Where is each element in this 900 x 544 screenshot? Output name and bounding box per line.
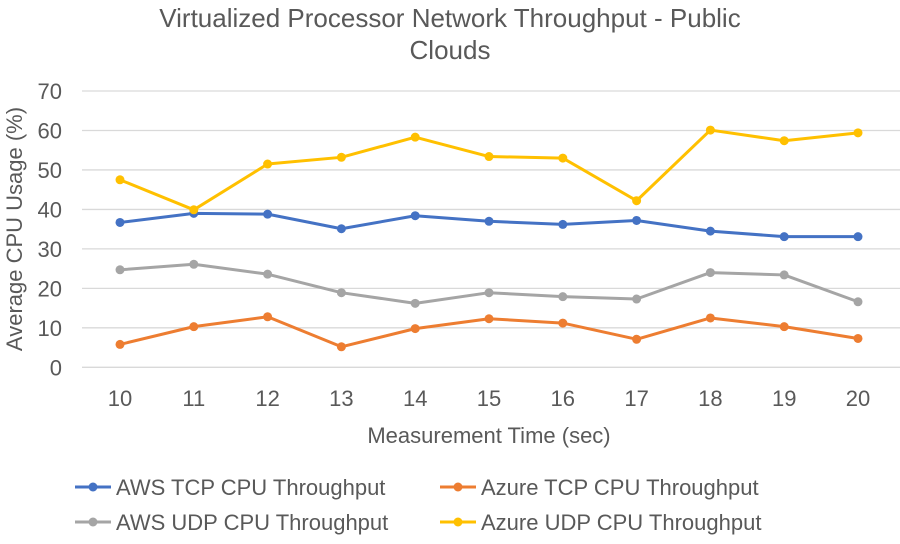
legend-marker — [453, 517, 463, 527]
legend-label: AWS UDP CPU Throughput — [116, 510, 388, 535]
data-point — [779, 232, 789, 242]
data-point — [558, 153, 568, 163]
x-tick-label: 13 — [329, 386, 353, 411]
data-point — [853, 128, 863, 138]
y-axis-label: Average CPU Usage (%) — [2, 107, 27, 351]
x-tick-label: 11 — [182, 386, 205, 411]
y-tick-label: 30 — [38, 237, 62, 262]
y-tick-label: 0 — [50, 355, 62, 380]
data-point — [336, 288, 346, 298]
data-point — [115, 339, 125, 349]
data-point — [410, 324, 420, 334]
chart-title-line-2: Clouds — [410, 35, 491, 65]
data-point — [336, 342, 346, 352]
data-point — [336, 152, 346, 162]
data-point — [263, 269, 273, 279]
data-point — [705, 268, 715, 278]
data-point — [484, 216, 494, 226]
data-point — [705, 313, 715, 323]
legend-label: AWS TCP CPU Throughput — [116, 475, 385, 500]
legend-item: Azure UDP CPU Throughput — [440, 510, 761, 535]
data-point — [410, 298, 420, 308]
data-point — [632, 215, 642, 225]
x-tick-label: 18 — [698, 386, 722, 411]
data-point — [263, 312, 273, 322]
x-tick-label: 16 — [551, 386, 575, 411]
data-point — [632, 334, 642, 344]
data-point — [115, 175, 125, 185]
data-point — [853, 232, 863, 242]
data-point — [115, 265, 125, 275]
y-tick-label: 50 — [38, 158, 62, 183]
data-point — [705, 125, 715, 135]
data-point — [853, 297, 863, 307]
series-0 — [115, 208, 863, 242]
data-point — [189, 322, 199, 332]
legend-item: AWS TCP CPU Throughput — [75, 475, 385, 500]
data-point — [632, 294, 642, 304]
data-point — [779, 136, 789, 146]
data-point — [484, 152, 494, 162]
x-tick-label: 10 — [108, 386, 132, 411]
data-point — [632, 196, 642, 206]
data-point — [484, 288, 494, 298]
data-point — [189, 259, 199, 269]
data-point — [779, 322, 789, 332]
data-point — [853, 333, 863, 343]
series-1 — [115, 312, 863, 352]
data-point — [336, 224, 346, 234]
y-tick-label: 70 — [38, 79, 62, 104]
chart-title-line-1: Virtualized Processor Network Throughput… — [159, 3, 740, 33]
data-point — [263, 209, 273, 219]
x-tick-label: 17 — [624, 386, 648, 411]
legend-item: Azure TCP CPU Throughput — [440, 475, 759, 500]
x-tick-label: 20 — [846, 386, 870, 411]
legend-marker — [88, 517, 98, 527]
data-point — [410, 132, 420, 142]
data-point — [705, 226, 715, 236]
data-point — [558, 219, 568, 229]
x-tick-label: 14 — [403, 386, 427, 411]
series-2 — [115, 259, 863, 308]
legend-marker — [88, 482, 98, 492]
legend-label: Azure TCP CPU Throughput — [481, 475, 759, 500]
data-point — [558, 292, 568, 302]
y-tick-label: 20 — [38, 276, 62, 301]
legend-label: Azure UDP CPU Throughput — [481, 510, 761, 535]
data-point — [484, 314, 494, 324]
data-point — [558, 318, 568, 328]
data-point — [189, 205, 199, 215]
x-tick-label: 15 — [477, 386, 501, 411]
data-point — [779, 270, 789, 280]
data-point — [115, 217, 125, 227]
x-axis-label: Measurement Time (sec) — [367, 423, 610, 448]
data-point — [410, 211, 420, 221]
y-tick-label: 60 — [38, 118, 62, 143]
legend-item: AWS UDP CPU Throughput — [75, 510, 388, 535]
series-3 — [115, 125, 863, 215]
y-tick-label: 40 — [38, 197, 62, 222]
x-tick-label: 12 — [255, 386, 279, 411]
data-point — [263, 159, 273, 169]
legend-marker — [453, 482, 463, 492]
x-tick-label: 19 — [772, 386, 796, 411]
y-tick-label: 10 — [38, 316, 62, 341]
series-line — [119, 262, 859, 305]
